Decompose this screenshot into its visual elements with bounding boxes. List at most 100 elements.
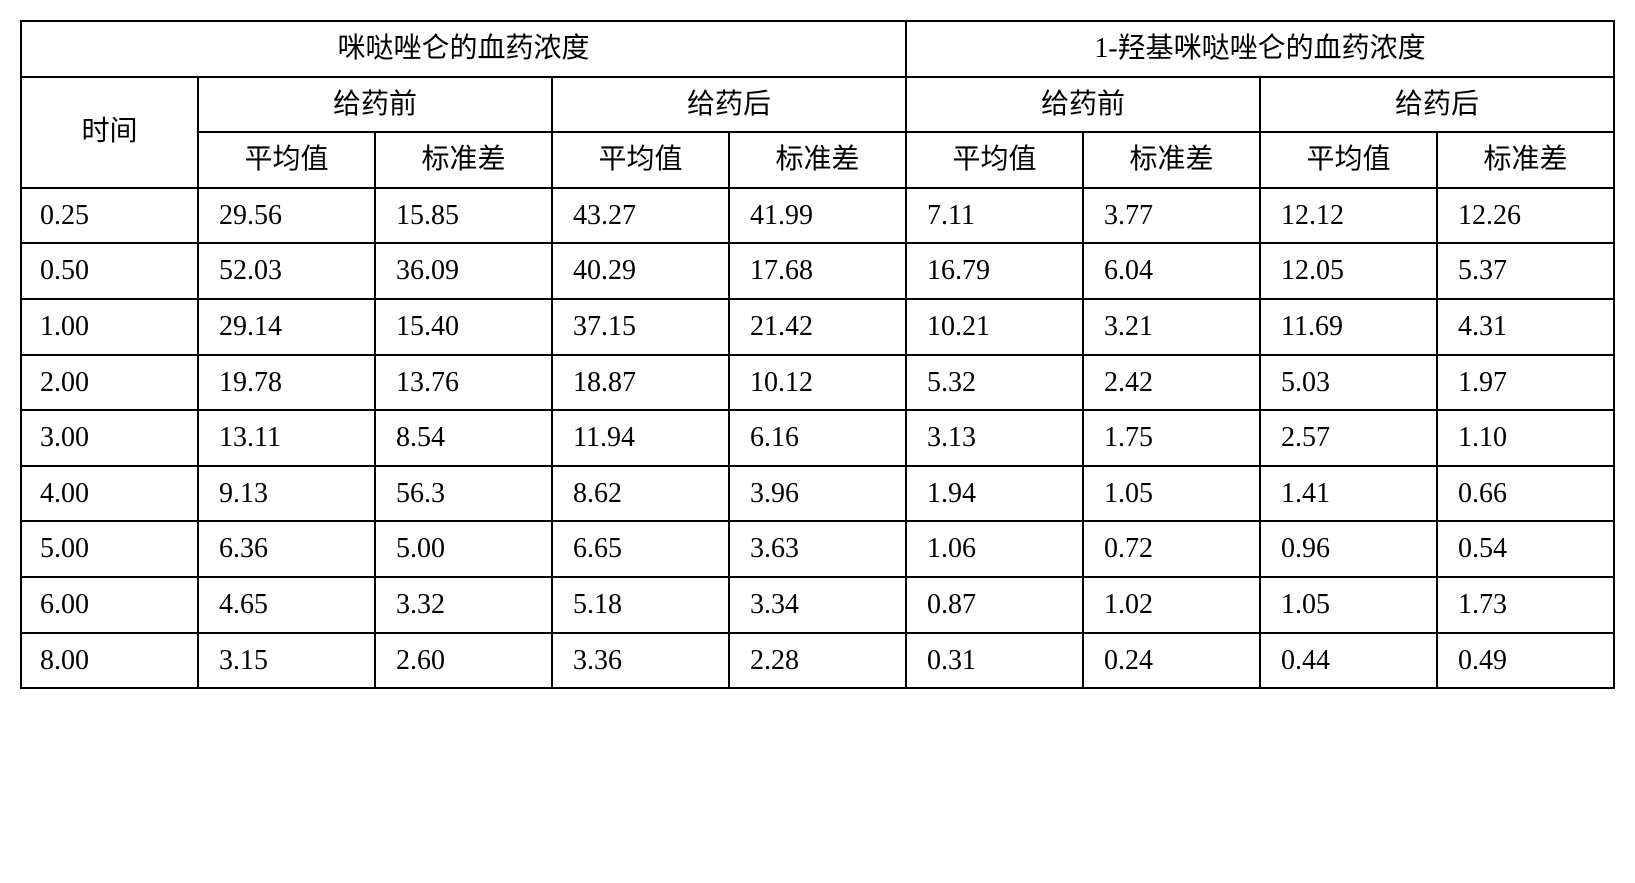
cell-value: 3.96 xyxy=(729,466,906,522)
cell-value: 7.11 xyxy=(906,188,1083,244)
cell-value: 5.32 xyxy=(906,355,1083,411)
cell-value: 36.09 xyxy=(375,243,552,299)
cell-value: 1.94 xyxy=(906,466,1083,522)
header-std-3: 标准差 xyxy=(1083,132,1260,188)
cell-value: 12.05 xyxy=(1260,243,1437,299)
cell-value: 3.63 xyxy=(729,521,906,577)
cell-value: 43.27 xyxy=(552,188,729,244)
table-row: 4.00 9.13 56.3 8.62 3.96 1.94 1.05 1.41 … xyxy=(21,466,1614,522)
cell-time: 4.00 xyxy=(21,466,198,522)
cell-value: 12.12 xyxy=(1260,188,1437,244)
header-hydroxy-midazolam: 1-羟基咪哒唑仑的血药浓度 xyxy=(906,21,1614,77)
cell-value: 0.31 xyxy=(906,633,1083,689)
cell-value: 1.97 xyxy=(1437,355,1614,411)
header-mean-4: 平均值 xyxy=(1260,132,1437,188)
cell-time: 2.00 xyxy=(21,355,198,411)
cell-time: 0.25 xyxy=(21,188,198,244)
table-row: 0.50 52.03 36.09 40.29 17.68 16.79 6.04 … xyxy=(21,243,1614,299)
header-midazolam: 咪哒唑仑的血药浓度 xyxy=(21,21,906,77)
cell-value: 18.87 xyxy=(552,355,729,411)
cell-value: 1.73 xyxy=(1437,577,1614,633)
cell-value: 15.85 xyxy=(375,188,552,244)
cell-value: 11.94 xyxy=(552,410,729,466)
cell-value: 2.28 xyxy=(729,633,906,689)
header-pre-2: 给药前 xyxy=(906,77,1260,133)
cell-value: 6.04 xyxy=(1083,243,1260,299)
cell-value: 0.49 xyxy=(1437,633,1614,689)
cell-value: 3.77 xyxy=(1083,188,1260,244)
cell-value: 8.54 xyxy=(375,410,552,466)
cell-value: 1.10 xyxy=(1437,410,1614,466)
cell-value: 6.36 xyxy=(198,521,375,577)
cell-value: 0.54 xyxy=(1437,521,1614,577)
cell-value: 37.15 xyxy=(552,299,729,355)
header-time: 时间 xyxy=(21,77,198,188)
cell-value: 16.79 xyxy=(906,243,1083,299)
cell-value: 1.06 xyxy=(906,521,1083,577)
cell-value: 5.37 xyxy=(1437,243,1614,299)
cell-value: 8.62 xyxy=(552,466,729,522)
cell-value: 12.26 xyxy=(1437,188,1614,244)
cell-value: 15.40 xyxy=(375,299,552,355)
cell-value: 5.18 xyxy=(552,577,729,633)
cell-time: 0.50 xyxy=(21,243,198,299)
cell-value: 52.03 xyxy=(198,243,375,299)
cell-value: 10.12 xyxy=(729,355,906,411)
cell-value: 3.13 xyxy=(906,410,1083,466)
cell-value: 2.57 xyxy=(1260,410,1437,466)
cell-time: 5.00 xyxy=(21,521,198,577)
table-body: 0.25 29.56 15.85 43.27 41.99 7.11 3.77 1… xyxy=(21,188,1614,688)
cell-value: 40.29 xyxy=(552,243,729,299)
cell-value: 3.21 xyxy=(1083,299,1260,355)
header-post-2: 给药后 xyxy=(1260,77,1614,133)
cell-value: 1.05 xyxy=(1083,466,1260,522)
cell-value: 6.65 xyxy=(552,521,729,577)
cell-value: 5.03 xyxy=(1260,355,1437,411)
table-row: 8.00 3.15 2.60 3.36 2.28 0.31 0.24 0.44 … xyxy=(21,633,1614,689)
header-row-3: 平均值 标准差 平均值 标准差 平均值 标准差 平均值 标准差 xyxy=(21,132,1614,188)
header-mean-1: 平均值 xyxy=(198,132,375,188)
cell-value: 41.99 xyxy=(729,188,906,244)
table-header: 咪哒唑仑的血药浓度 1-羟基咪哒唑仑的血药浓度 时间 给药前 给药后 给药前 给… xyxy=(21,21,1614,188)
cell-value: 4.31 xyxy=(1437,299,1614,355)
cell-value: 5.00 xyxy=(375,521,552,577)
cell-value: 3.15 xyxy=(198,633,375,689)
cell-value: 19.78 xyxy=(198,355,375,411)
cell-value: 13.11 xyxy=(198,410,375,466)
cell-value: 1.02 xyxy=(1083,577,1260,633)
cell-value: 2.42 xyxy=(1083,355,1260,411)
header-std-4: 标准差 xyxy=(1437,132,1614,188)
cell-value: 6.16 xyxy=(729,410,906,466)
cell-value: 0.87 xyxy=(906,577,1083,633)
cell-value: 1.75 xyxy=(1083,410,1260,466)
header-mean-2: 平均值 xyxy=(552,132,729,188)
table-row: 0.25 29.56 15.85 43.27 41.99 7.11 3.77 1… xyxy=(21,188,1614,244)
cell-value: 0.72 xyxy=(1083,521,1260,577)
cell-value: 21.42 xyxy=(729,299,906,355)
header-post-1: 给药后 xyxy=(552,77,906,133)
header-row-1: 咪哒唑仑的血药浓度 1-羟基咪哒唑仑的血药浓度 xyxy=(21,21,1614,77)
header-row-2: 时间 给药前 给药后 给药前 给药后 xyxy=(21,77,1614,133)
cell-value: 0.96 xyxy=(1260,521,1437,577)
cell-value: 29.56 xyxy=(198,188,375,244)
cell-value: 3.34 xyxy=(729,577,906,633)
header-mean-3: 平均值 xyxy=(906,132,1083,188)
pharmacokinetics-table: 咪哒唑仑的血药浓度 1-羟基咪哒唑仑的血药浓度 时间 给药前 给药后 给药前 给… xyxy=(20,20,1615,689)
cell-value: 13.76 xyxy=(375,355,552,411)
table-row: 6.00 4.65 3.32 5.18 3.34 0.87 1.02 1.05 … xyxy=(21,577,1614,633)
table-row: 3.00 13.11 8.54 11.94 6.16 3.13 1.75 2.5… xyxy=(21,410,1614,466)
cell-value: 3.32 xyxy=(375,577,552,633)
table-row: 2.00 19.78 13.76 18.87 10.12 5.32 2.42 5… xyxy=(21,355,1614,411)
cell-value: 10.21 xyxy=(906,299,1083,355)
cell-value: 1.41 xyxy=(1260,466,1437,522)
cell-value: 0.24 xyxy=(1083,633,1260,689)
cell-value: 0.66 xyxy=(1437,466,1614,522)
cell-time: 8.00 xyxy=(21,633,198,689)
cell-time: 6.00 xyxy=(21,577,198,633)
table-row: 5.00 6.36 5.00 6.65 3.63 1.06 0.72 0.96 … xyxy=(21,521,1614,577)
header-pre-1: 给药前 xyxy=(198,77,552,133)
cell-value: 9.13 xyxy=(198,466,375,522)
cell-value: 0.44 xyxy=(1260,633,1437,689)
cell-time: 1.00 xyxy=(21,299,198,355)
cell-time: 3.00 xyxy=(21,410,198,466)
